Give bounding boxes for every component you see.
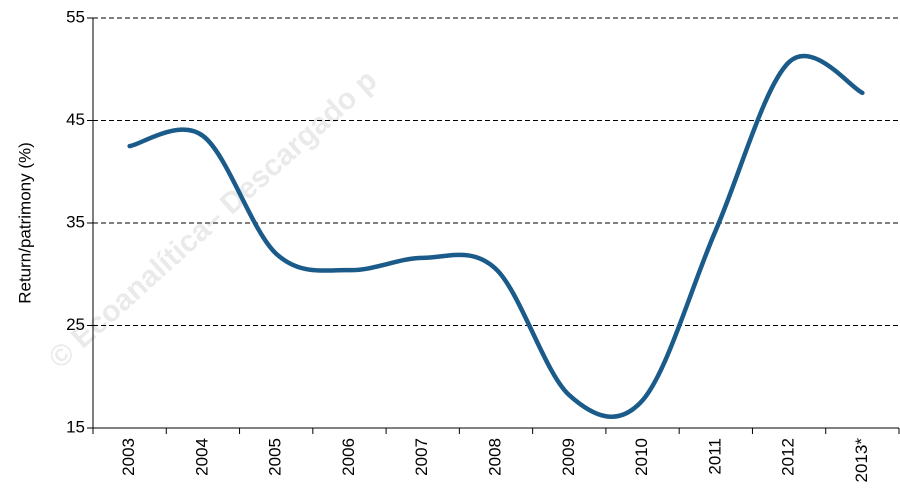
line xyxy=(127,53,865,419)
y-tick-label: 45 xyxy=(66,110,85,129)
x-tick-label: 2004 xyxy=(192,438,211,476)
x-tick-label: 2005 xyxy=(266,438,285,476)
x-tick-label: 2011 xyxy=(705,438,724,475)
x-tick-label: 2008 xyxy=(485,438,504,476)
x-tick-label: 2012 xyxy=(779,438,798,476)
y-tick-label: 25 xyxy=(66,315,85,334)
x-tick-label: 2009 xyxy=(559,438,578,476)
x-tick-label: 2007 xyxy=(412,438,431,476)
x-tick-label: 2006 xyxy=(339,438,358,476)
y-axis-label: Return/patrimony (%) xyxy=(15,142,34,304)
y-tick-label: 35 xyxy=(66,212,85,231)
x-tick-label: 2003 xyxy=(119,438,138,476)
x-tick-label: 2010 xyxy=(632,438,651,476)
y-tick-label: 55 xyxy=(66,7,85,26)
x-tick-label: 2013* xyxy=(852,438,871,483)
y-tick-label: 15 xyxy=(66,417,85,436)
watermark: © Ecoanalítica– Descargado p xyxy=(43,64,384,376)
